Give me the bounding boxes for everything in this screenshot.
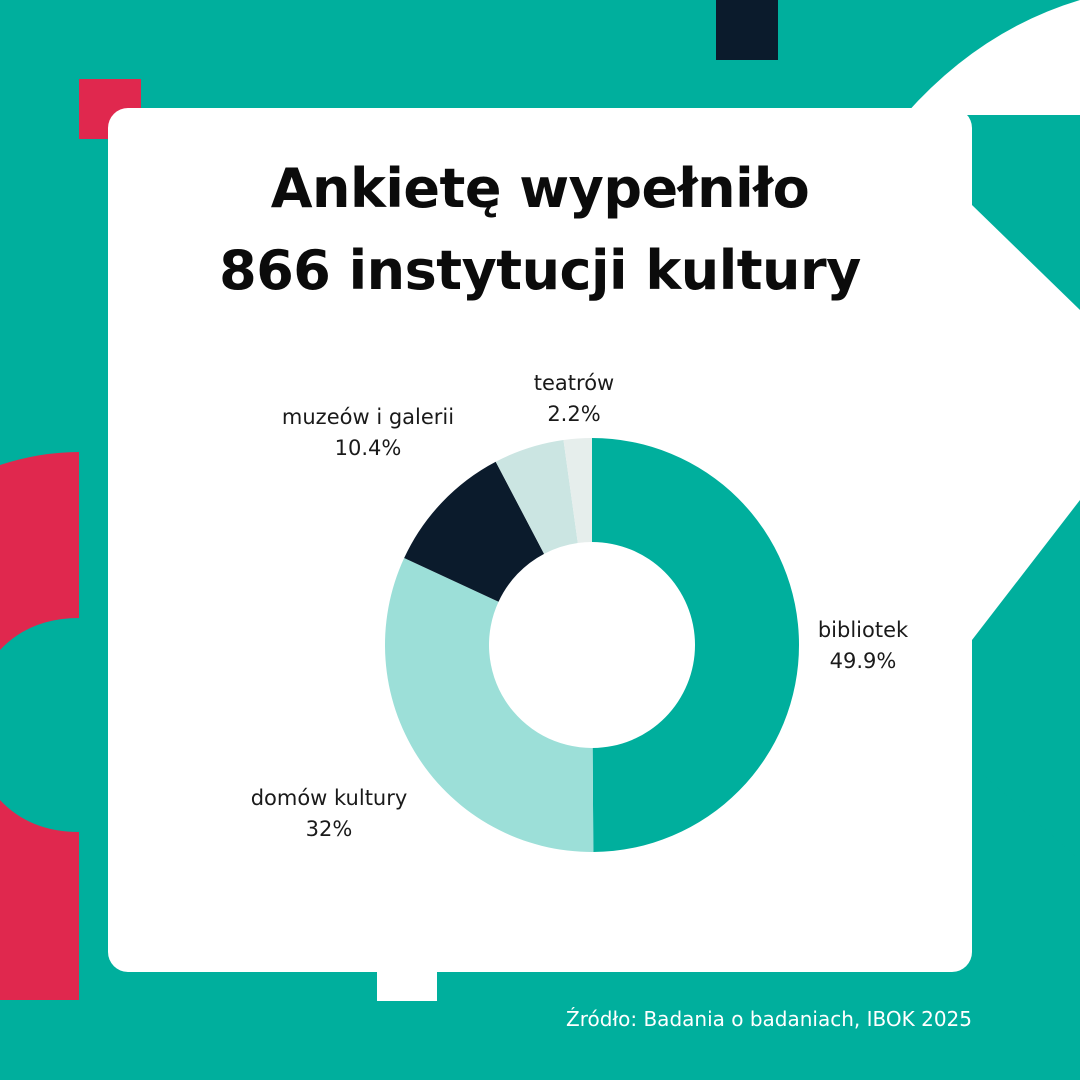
chart-title: Ankietę wypełniło 866 instytucji kultury — [108, 148, 972, 312]
slice-value-bibliotek: 49.9% — [829, 649, 897, 673]
white-arc-top-right — [905, 0, 1080, 115]
slice-name-domow-kultury: domów kultury — [250, 786, 408, 810]
white-tab-bottom — [377, 968, 437, 1001]
donut-slice-2 — [404, 461, 545, 602]
navy-square-top — [716, 0, 778, 60]
donut-slice-1 — [384, 558, 594, 853]
title-line-1: Ankietę wypełniło — [270, 157, 810, 220]
slice-name-teatrow: teatrów — [533, 371, 615, 395]
white-shape-right-lower — [972, 765, 1080, 1080]
donut-slice-0 — [592, 438, 800, 852]
red-arc-left-upper — [0, 452, 79, 650]
white-chevron-right — [972, 205, 1080, 640]
donut-slices — [384, 438, 800, 853]
slice-label-teatrow: teatrów 2.2% — [534, 368, 614, 430]
slice-value-teatrow: 2.2% — [547, 402, 601, 426]
slice-label-domow-kultury: domów kultury 32% — [251, 783, 408, 845]
slice-value-domow-kultury: 32% — [305, 817, 353, 841]
slice-value-muzeow: 10.4% — [334, 436, 402, 460]
slice-name-bibliotek: bibliotek — [817, 618, 909, 642]
donut-slice-3 — [495, 439, 578, 554]
slice-name-muzeow: muzeów i galerii — [281, 405, 455, 429]
red-arc-left-lower — [0, 800, 79, 1000]
title-line-2: 866 instytucji kultury — [219, 239, 861, 302]
slice-label-muzeow: muzeów i galerii 10.4% — [282, 402, 454, 464]
slice-label-bibliotek: bibliotek 49.9% — [818, 615, 908, 677]
donut-slice-4 — [563, 438, 592, 543]
source-note: Źródło: Badania o badaniach, IBOK 2025 — [566, 1007, 972, 1031]
